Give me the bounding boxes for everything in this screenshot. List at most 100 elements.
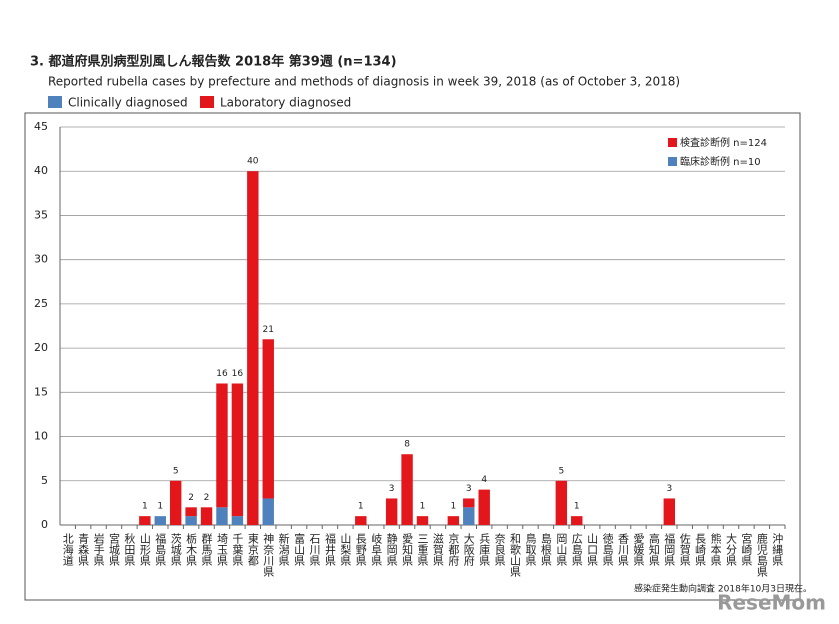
x-tick-label: 京都府 [447,532,460,567]
x-tick-label: 福井県 [323,532,336,567]
bar [447,516,460,525]
x-tick-label: 山形県 [138,533,151,567]
bar [463,507,475,525]
bar [262,339,274,499]
x-tick-label: 佐賀県 [678,532,691,567]
x-tick-label: 長野県 [354,533,367,567]
legend-label: 臨床診断例 n=10 [680,155,761,168]
x-tick-label: 茨城県 [169,532,182,567]
y-tick-label: 30 [34,253,48,266]
data-label: 2 [204,493,210,503]
x-tick-label: 高知県 [647,532,660,567]
x-tick-label: 和歌山県 [509,533,522,578]
x-tick-label: 千葉県 [231,533,244,567]
bar [555,480,568,525]
x-tick-label: 静岡県 [385,532,398,567]
data-label: 4 [481,475,487,485]
bar [216,507,228,525]
bar [185,507,197,517]
data-label: 1 [450,502,456,512]
bar [231,383,244,517]
chart-frame [24,112,801,601]
footnote: 感染症発生動向調査 2018年10月3日現在。 [634,583,812,595]
data-label: 1 [157,502,163,512]
x-tick-label: 岐阜県 [370,533,383,567]
x-tick-label: 福島県 [154,532,167,567]
x-tick-label: 沖縄県 [771,533,784,567]
x-tick-label: 愛知県 [401,533,414,567]
bar [262,498,274,525]
data-label: 8 [404,440,410,450]
bar [385,498,398,525]
x-tick-label: 青森県 [77,533,90,567]
bar [571,516,583,525]
y-tick-label: 5 [41,474,48,487]
legend-label: Clinically diagnosed [68,96,188,110]
bar [200,507,213,525]
bar [231,516,244,525]
y-tick-label: 15 [34,385,48,398]
data-label: 3 [666,484,672,494]
bar [416,516,429,525]
y-tick-label: 45 [34,120,48,133]
x-tick-label: 宮城県 [107,532,120,567]
x-tick-label: 大阪府 [462,532,475,567]
bar [139,516,151,525]
y-tick-label: 0 [41,518,48,531]
chart-title: 3. 都道府県別病型別風しん報告数 2018年 第39週 (n=134) [30,54,397,70]
x-tick-label: 北海道 [61,533,74,566]
data-label: 3 [389,484,395,494]
data-label: 3 [466,484,472,494]
x-tick-label: 鹿児島県 [755,532,768,578]
data-label: 1 [420,502,426,512]
x-tick-label: 新潟県 [277,532,290,567]
x-tick-label: 兵庫県 [478,533,491,567]
bar [247,171,259,525]
bar [169,480,182,525]
data-label: 2 [188,493,194,503]
bar [463,498,475,508]
x-tick-label: 神奈川県 [262,532,275,578]
y-tick-label: 35 [34,208,48,221]
x-tick-label: 岩手県 [92,532,105,567]
x-tick-label: 秋田県 [123,532,136,567]
data-label: 1 [358,502,364,512]
legend-swatch [200,96,214,108]
x-tick-label: 埼玉県 [215,532,228,567]
y-tick-label: 40 [34,164,48,177]
x-tick-label: 富山県 [293,532,306,567]
x-tick-label: 東京都 [246,533,259,566]
x-tick-label: 石川県 [308,533,321,567]
x-tick-label: 長崎県 [694,533,707,567]
x-tick-label: 滋賀県 [431,533,444,567]
data-label: 5 [173,466,179,476]
x-tick-label: 徳島県 [601,533,614,567]
bar [401,454,413,525]
bar [478,489,490,525]
x-tick-label: 宮崎県 [740,532,753,567]
bar [216,383,228,508]
bar [355,516,367,525]
x-tick-label: 岡山県 [555,533,568,567]
bar [663,498,676,525]
data-label: 1 [574,502,580,512]
legend-label: Laboratory diagnosed [220,96,351,110]
x-tick-label: 群馬県 [200,532,213,567]
x-tick-label: 熊本県 [709,532,722,567]
x-tick-label: 福岡県 [663,532,676,567]
bar [154,516,166,525]
x-tick-label: 島根県 [539,532,552,567]
x-tick-label: 三重県 [416,533,429,567]
x-tick-label: 山梨県 [339,533,352,567]
data-label: 21 [263,325,274,335]
x-tick-label: 香川県 [617,533,630,567]
y-tick-label: 20 [34,341,48,354]
x-tick-label: 山口県 [586,533,599,567]
data-label: 40 [247,157,259,167]
y-tick-label: 25 [34,297,48,310]
chart-subtitle: Reported rubella cases by prefecture and… [48,75,680,89]
legend-swatch [668,138,677,147]
x-tick-label: 奈良県 [493,532,506,567]
data-label: 5 [558,466,564,476]
